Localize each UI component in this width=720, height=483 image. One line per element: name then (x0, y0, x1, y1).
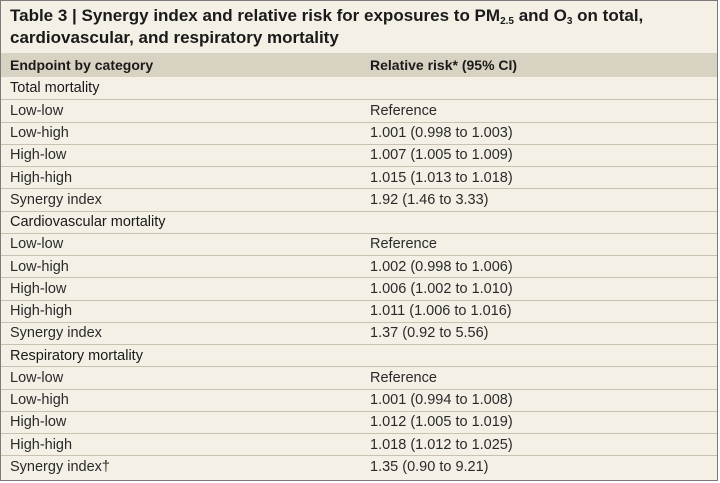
table-row: Low-low Reference (1, 232, 717, 255)
exposure-category-cell: Low-high (10, 125, 69, 142)
exposure-category-cell: High-high (10, 169, 73, 186)
table-row: High-high 1.018 (1.012 to 1.025) (1, 433, 717, 455)
relative-risk-cell: 1.018 (1.012 to 1.025) (370, 436, 513, 453)
exposure-category-cell: High-low (10, 280, 67, 297)
table-row: Synergy index 1.92 (1.46 to 3.33) (1, 188, 717, 210)
exposure-category-cell: High-low (10, 147, 67, 164)
exposure-category-cell: Low-low (10, 369, 64, 386)
relative-risk-cell: 1.001 (0.994 to 1.008) (370, 392, 513, 409)
relative-risk-cell: Reference (370, 369, 437, 386)
exposure-category-cell: Low-high (10, 392, 69, 409)
exposure-category-cell: Synergy index (10, 191, 102, 208)
category-label: Respiratory mortality (10, 347, 143, 364)
exposure-category-cell: Low-low (10, 102, 64, 119)
category-row: Respiratory mortality (1, 344, 717, 366)
relative-risk-cell: 1.35 (0.90 to 9.21) (370, 458, 489, 475)
table-row: Low-high 1.001 (0.994 to 1.008) (1, 388, 717, 411)
table-row: Low-high 1.002 (0.998 to 1.006) (1, 255, 717, 277)
table-body: Total mortality Low-low Reference Low-high 1… (1, 77, 717, 478)
table-row: Synergy index† 1.35 (0.90 to 9.21) (1, 455, 717, 477)
exposure-category-cell: Synergy index (10, 325, 102, 342)
exposure-category-cell: High-low (10, 414, 67, 431)
caption-text-line2: cardiovascular, and respiratory mortalit… (10, 28, 339, 47)
category-label: Total mortality (10, 80, 100, 97)
relative-risk-cell: Reference (370, 236, 437, 253)
relative-risk-cell: 1.37 (0.92 to 5.56) (370, 325, 489, 342)
table-row: Synergy index 1.37 (0.92 to 5.56) (1, 321, 717, 344)
table-row: Low-high 1.001 (0.998 to 1.003) (1, 121, 717, 144)
relative-risk-cell: 1.015 (1.013 to 1.018) (370, 169, 513, 186)
pm-subscript: 2.5 (500, 16, 514, 27)
relative-risk-cell: 1.007 (1.005 to 1.009) (370, 147, 513, 164)
table-caption: Table 3 | Synergy index and relative ris… (1, 1, 717, 53)
relative-risk-cell: 1.001 (0.998 to 1.003) (370, 125, 513, 142)
exposure-category-cell: High-high (10, 436, 73, 453)
table-row: Low-low Reference (1, 366, 717, 388)
exposure-category-cell: Synergy index† (10, 458, 110, 475)
relative-risk-cell: 1.92 (1.46 to 3.33) (370, 191, 489, 208)
relative-risk-cell: 1.002 (0.998 to 1.006) (370, 258, 513, 275)
category-label: Cardiovascular mortality (10, 214, 166, 231)
table-row: High-low 1.006 (1.002 to 1.010) (1, 277, 717, 299)
relative-risk-cell: Reference (370, 102, 437, 119)
relative-risk-cell: 1.011 (1.006 to 1.016) (370, 303, 512, 320)
o3-subscript: 3 (566, 16, 573, 27)
relative-risk-cell: 1.006 (1.002 to 1.010) (370, 280, 513, 297)
table-row: High-low 1.012 (1.005 to 1.019) (1, 410, 717, 433)
header-endpoint: Endpoint by category (10, 57, 154, 73)
caption-text-part1: Table 3 | Synergy index and relative ris… (10, 6, 501, 25)
relative-risk-cell: 1.012 (1.005 to 1.019) (370, 414, 513, 431)
table-row: High-high 1.015 (1.013 to 1.018) (1, 166, 717, 188)
exposure-category-cell: Low-low (10, 236, 64, 253)
header-relative-risk: Relative risk* (95% CI) (370, 57, 518, 73)
table-row: High-low 1.007 (1.005 to 1.009) (1, 143, 717, 166)
table-row: High-high 1.011 (1.006 to 1.016) (1, 299, 717, 322)
category-row: Total mortality (1, 77, 717, 99)
table-header-row: Endpoint by category Relative risk* (95%… (1, 53, 717, 77)
caption-text-part3: on total, (572, 6, 644, 25)
exposure-category-cell: High-high (10, 303, 73, 320)
category-row: Cardiovascular mortality (1, 210, 717, 233)
caption-text-part2: and O (513, 6, 567, 25)
table-row: Low-low Reference (1, 99, 717, 121)
exposure-category-cell: Low-high (10, 258, 69, 275)
